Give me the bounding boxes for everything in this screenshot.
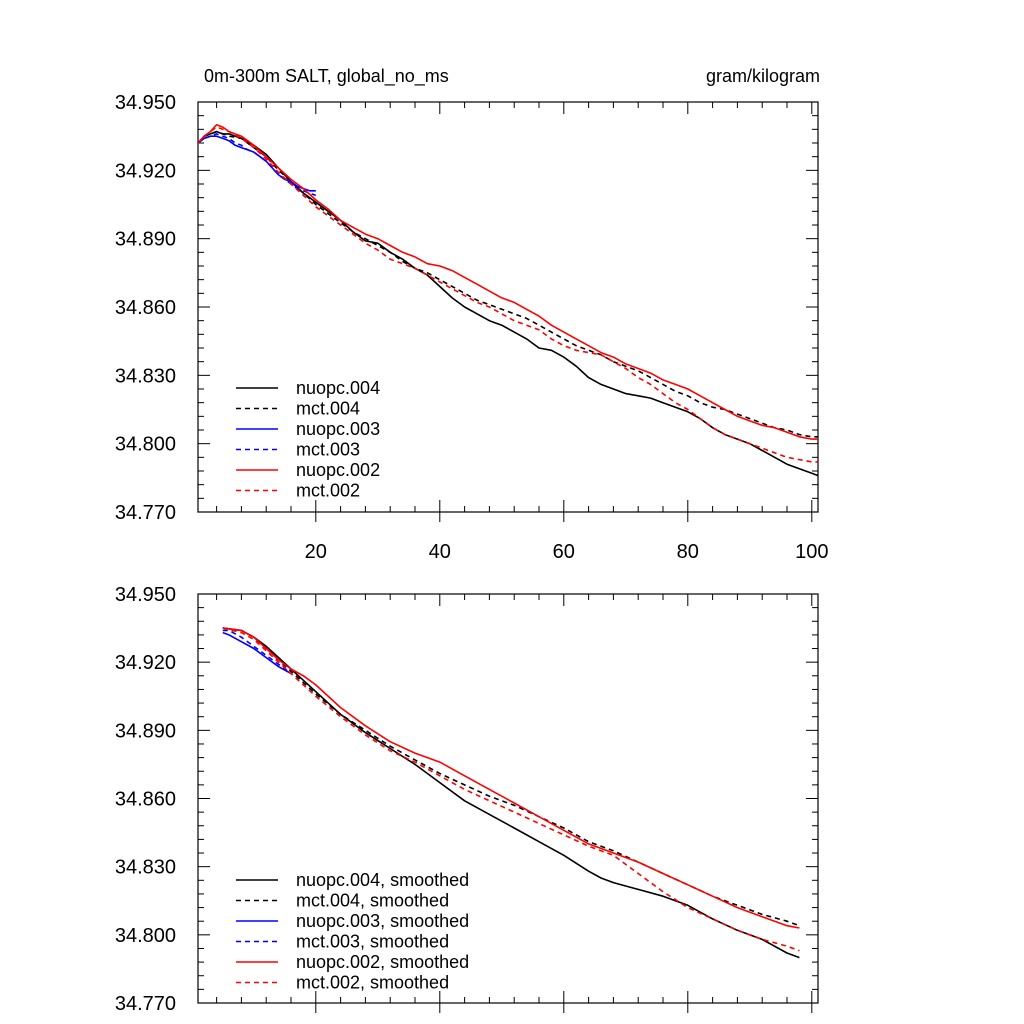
y-tick-label: 34.830 xyxy=(115,365,176,387)
y-tick-label: 34.920 xyxy=(115,652,176,674)
series-line-mct-003-smoothed xyxy=(222,629,292,675)
bottom-panel: 34.770 34.800 34.830 34.860 34.890 34.920 34.9… xyxy=(115,584,819,1015)
y-tick-label: 34.890 xyxy=(115,229,176,251)
series-line-nuopc-003-smoothed xyxy=(222,631,292,675)
top-panel: 34.770 34.800 34.830 34.860 34.890 34.920 34.9… xyxy=(115,92,829,563)
y-tick-label: 34.920 xyxy=(115,160,176,182)
legend-label: nuopc.004 xyxy=(296,378,380,398)
figure-title: 0m-300m SALT, global_no_ms xyxy=(204,66,449,87)
x-tick-label: 40 xyxy=(429,541,451,563)
y-tick-label: 34.860 xyxy=(115,789,176,811)
series-line-nuopc-002-smoothed xyxy=(222,627,800,929)
legend-label: mct.003, smoothed xyxy=(296,932,449,952)
legend-label: mct.004, smoothed xyxy=(296,891,449,911)
x-tick-label: 20 xyxy=(305,541,327,563)
legend-label: mct.002, smoothed xyxy=(296,973,449,993)
y-tick-label: 34.860 xyxy=(115,297,176,319)
series-line-nuopc-003 xyxy=(198,135,316,192)
x-tick-label: 80 xyxy=(677,541,699,563)
series-lines xyxy=(198,124,818,477)
legend-label: nuopc.003 xyxy=(296,419,380,439)
y-tick-label: 34.950 xyxy=(115,92,176,114)
units-label: gram/kilogram xyxy=(706,66,820,86)
plot-frame xyxy=(197,593,819,1004)
series-line-mct-003 xyxy=(198,133,317,197)
legend-label: mct.002 xyxy=(296,481,360,501)
y-tick-label: 34.770 xyxy=(115,993,176,1015)
y-tick-label: 34.830 xyxy=(115,857,176,879)
legend-label: nuopc.002, smoothed xyxy=(296,952,469,972)
series-line-nuopc-002 xyxy=(198,124,818,440)
legend-label: nuopc.002 xyxy=(296,460,380,480)
y-tick-label: 34.950 xyxy=(115,584,176,606)
plot-frame xyxy=(197,101,819,513)
x-tick-label: 100 xyxy=(795,541,828,563)
series-line-mct-004 xyxy=(198,130,818,438)
legend-label: nuopc.004, smoothed xyxy=(296,870,469,890)
series-line-mct-002 xyxy=(198,126,818,463)
y-tick-label: 34.800 xyxy=(115,434,176,456)
legend-label: mct.004 xyxy=(296,399,360,419)
x-tick-label: 60 xyxy=(553,541,575,563)
legend-label: nuopc.003, smoothed xyxy=(296,911,469,931)
series-line-mct-002-smoothed xyxy=(222,627,800,952)
y-tick-label: 34.770 xyxy=(115,502,176,524)
legend-label: mct.003 xyxy=(296,440,360,460)
y-tick-label: 34.800 xyxy=(115,925,176,947)
y-tick-label: 34.890 xyxy=(115,720,176,742)
series-lines xyxy=(222,627,800,959)
